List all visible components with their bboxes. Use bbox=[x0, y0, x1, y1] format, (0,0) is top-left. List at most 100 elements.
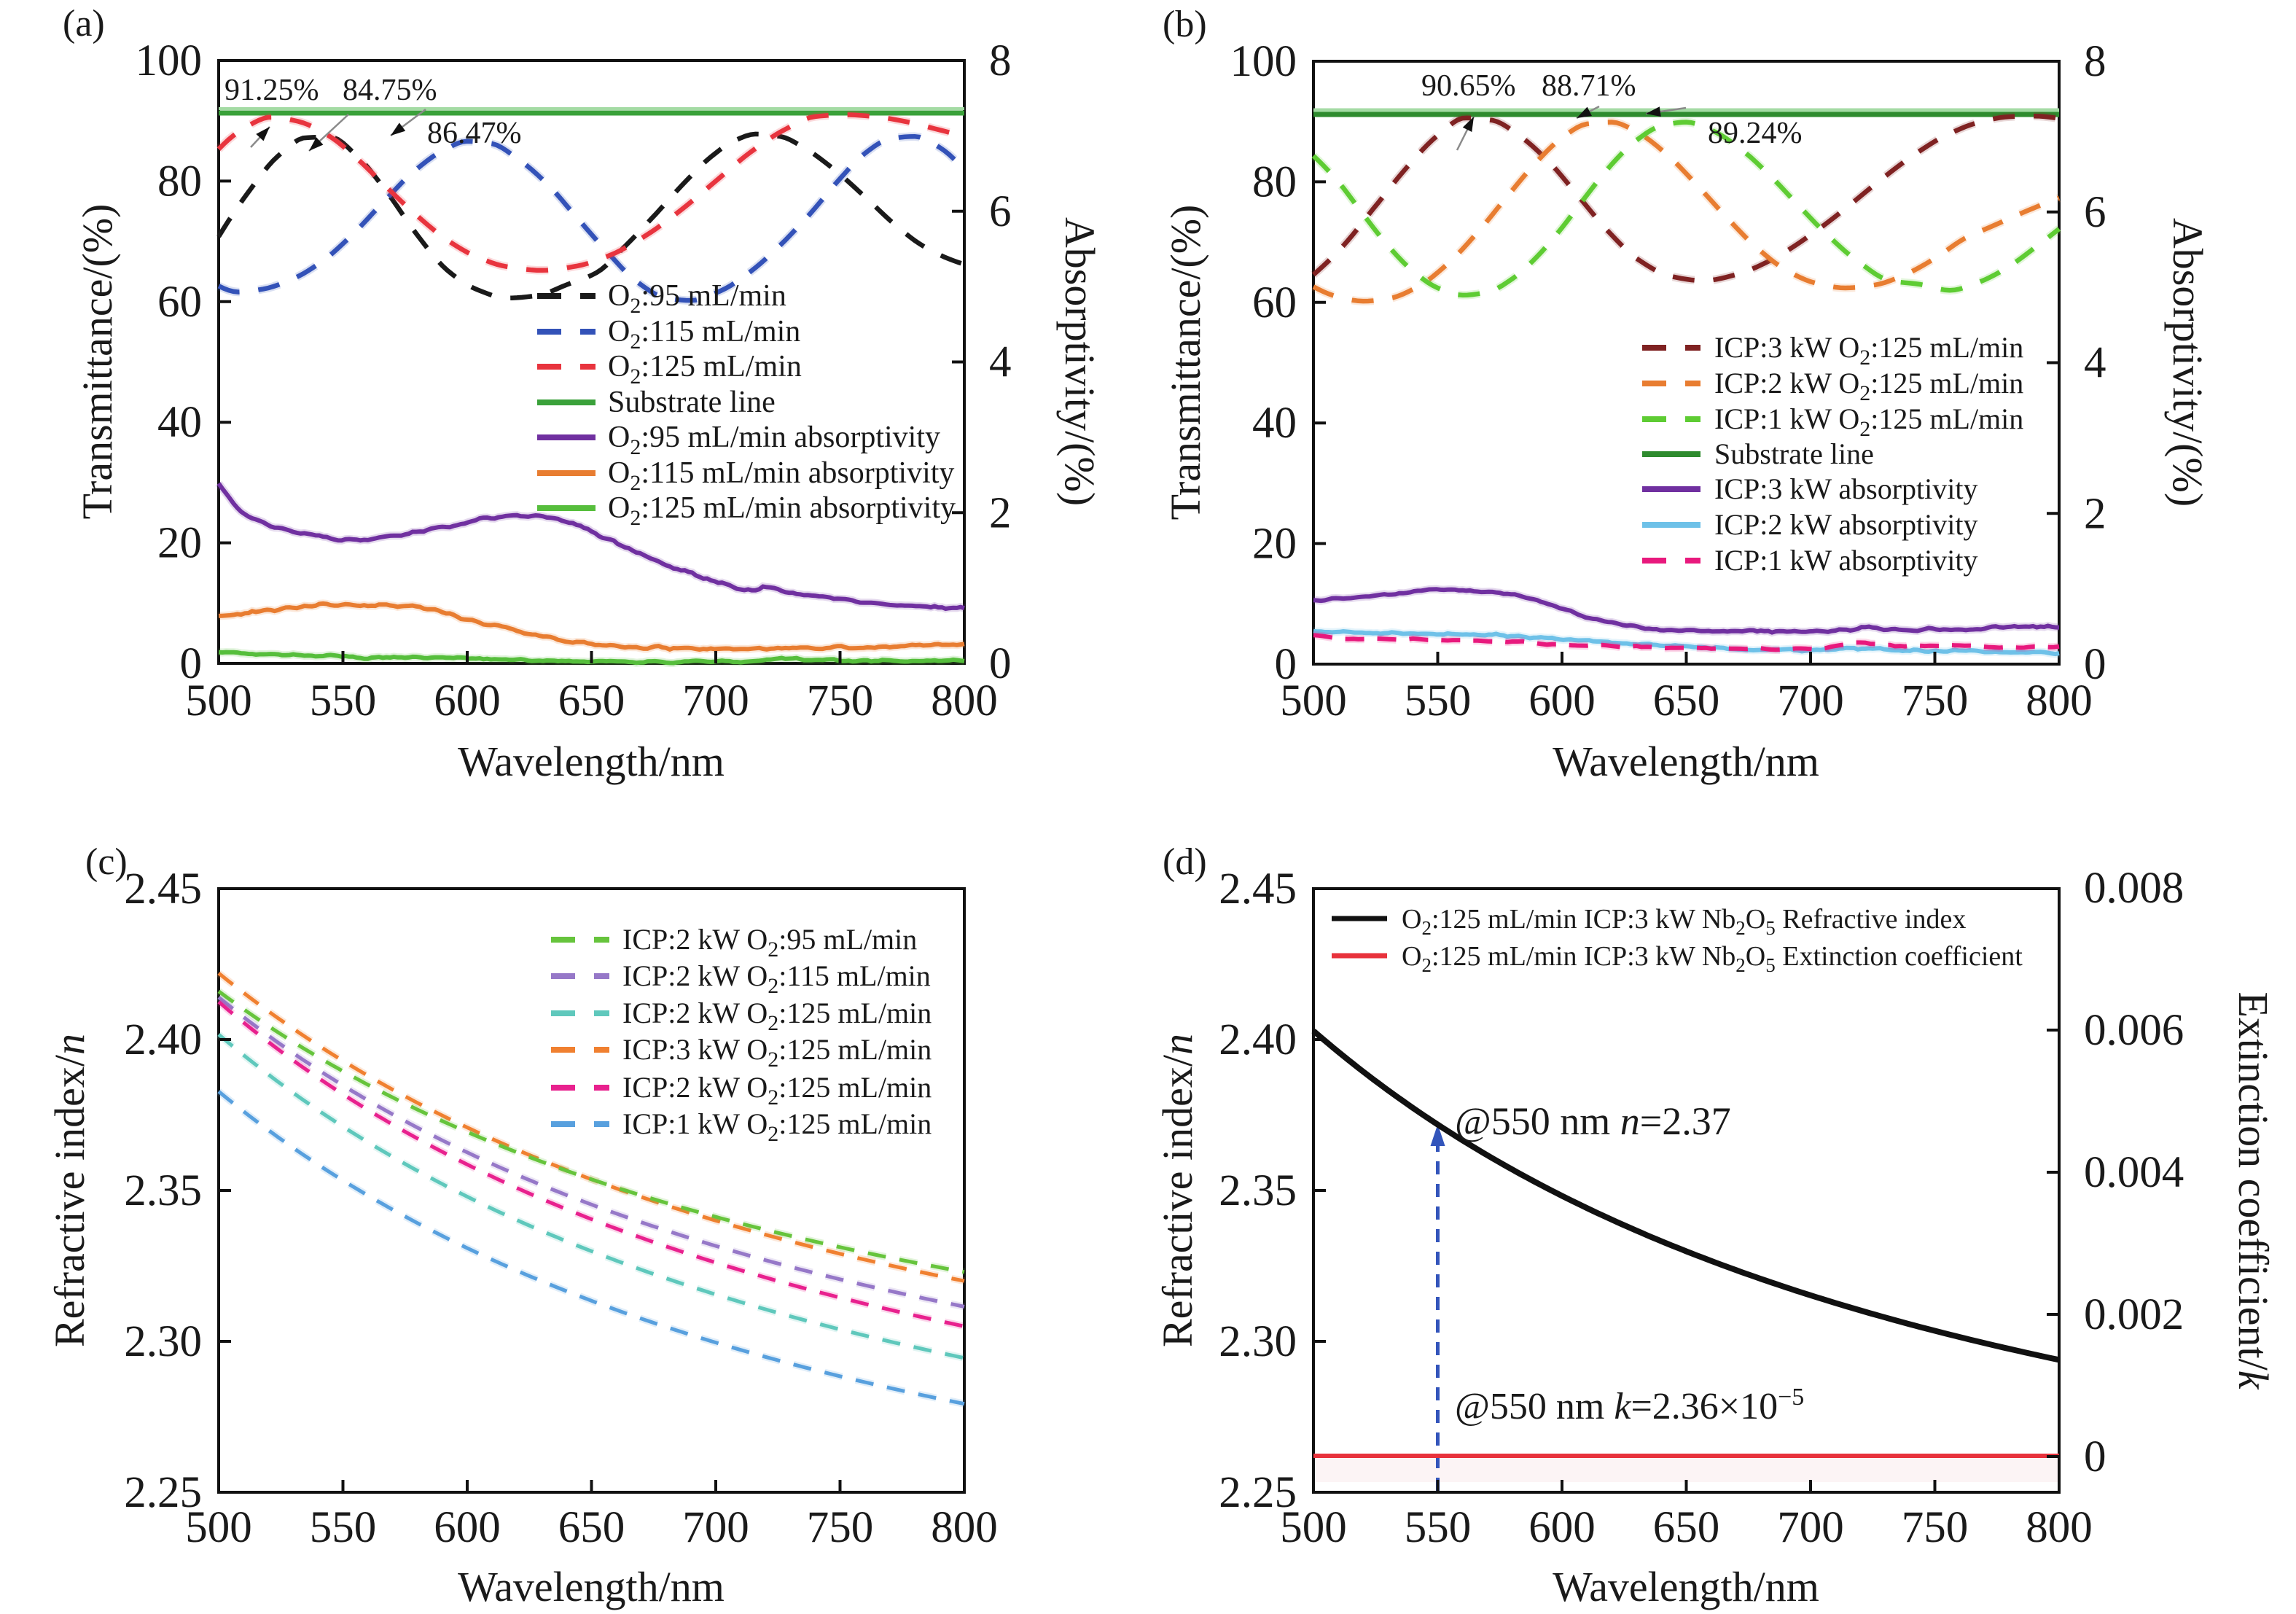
svg-text:550: 550 bbox=[310, 677, 377, 725]
svg-text:0: 0 bbox=[180, 639, 203, 688]
svg-text:(a): (a) bbox=[63, 3, 105, 44]
svg-text:750: 750 bbox=[807, 1503, 874, 1552]
svg-text:0.008: 0.008 bbox=[2084, 864, 2184, 913]
svg-text:700: 700 bbox=[1777, 1503, 1844, 1552]
svg-text:100: 100 bbox=[1230, 37, 1297, 86]
svg-text:Substrate line: Substrate line bbox=[1714, 437, 1874, 470]
svg-text:800: 800 bbox=[2026, 677, 2093, 725]
svg-text:650: 650 bbox=[1653, 1503, 1720, 1552]
svg-text:O2:125 mL/min absorptivity: O2:125 mL/min absorptivity bbox=[608, 491, 956, 530]
svg-text:650: 650 bbox=[558, 1503, 625, 1552]
svg-text:40: 40 bbox=[157, 398, 202, 447]
svg-text:8: 8 bbox=[989, 36, 1012, 85]
svg-text:84.75%: 84.75% bbox=[343, 74, 437, 107]
svg-text:2.30: 2.30 bbox=[1219, 1317, 1297, 1366]
svg-text:650: 650 bbox=[558, 677, 625, 725]
svg-text:Wavelength/nm: Wavelength/nm bbox=[458, 1563, 725, 1610]
svg-text:@550 nm n=2.37: @550 nm n=2.37 bbox=[1455, 1099, 1731, 1143]
svg-text:600: 600 bbox=[434, 677, 501, 725]
svg-text:88.71%: 88.71% bbox=[1542, 69, 1636, 103]
svg-text:650: 650 bbox=[1653, 677, 1720, 725]
svg-text:550: 550 bbox=[1405, 677, 1472, 725]
svg-text:750: 750 bbox=[807, 677, 874, 725]
svg-text:Extinction coefficient/k: Extinction coefficient/k bbox=[2230, 992, 2277, 1390]
svg-text:2: 2 bbox=[2084, 489, 2106, 538]
svg-text:550: 550 bbox=[310, 1503, 377, 1552]
svg-text:20: 20 bbox=[157, 519, 202, 568]
svg-text:Wavelength/nm: Wavelength/nm bbox=[1553, 1563, 1819, 1610]
svg-text:750: 750 bbox=[1902, 1503, 1969, 1552]
svg-text:Absorptivity/(%): Absorptivity/(%) bbox=[2164, 218, 2211, 507]
svg-text:O2:125 mL/min ICP:3 kW Nb2O5 R: O2:125 mL/min ICP:3 kW Nb2O5 Refractive … bbox=[1402, 904, 1966, 939]
svg-text:(d): (d) bbox=[1163, 841, 1207, 883]
svg-text:ICP:1 kW O2:125 mL/min: ICP:1 kW O2:125 mL/min bbox=[1714, 402, 2023, 441]
svg-text:550: 550 bbox=[1405, 1503, 1472, 1552]
svg-text:2.45: 2.45 bbox=[1219, 865, 1297, 913]
svg-text:0: 0 bbox=[2084, 640, 2106, 689]
svg-text:500: 500 bbox=[1280, 1503, 1347, 1552]
svg-text:2.40: 2.40 bbox=[124, 1015, 202, 1064]
svg-text:ICP:1 kW absorptivity: ICP:1 kW absorptivity bbox=[1714, 544, 1977, 577]
svg-text:Transmittance/(%): Transmittance/(%) bbox=[1162, 205, 1209, 521]
svg-text:700: 700 bbox=[1777, 677, 1844, 725]
svg-text:0.004: 0.004 bbox=[2084, 1148, 2184, 1197]
svg-text:0.006: 0.006 bbox=[2084, 1006, 2184, 1055]
svg-text:2.35: 2.35 bbox=[1219, 1166, 1297, 1215]
svg-text:600: 600 bbox=[434, 1503, 501, 1552]
svg-text:600: 600 bbox=[1528, 1503, 1596, 1552]
svg-text:500: 500 bbox=[185, 1503, 252, 1552]
svg-text:ICP:2 kW absorptivity: ICP:2 kW absorptivity bbox=[1714, 508, 1977, 541]
svg-text:Wavelength/nm: Wavelength/nm bbox=[1553, 738, 1819, 785]
svg-text:60: 60 bbox=[1252, 278, 1297, 327]
svg-text:2.40: 2.40 bbox=[1219, 1015, 1297, 1064]
svg-text:Refractive index/n: Refractive index/n bbox=[46, 1034, 93, 1347]
svg-text:ICP:2 kW O2:125 mL/min: ICP:2 kW O2:125 mL/min bbox=[622, 997, 932, 1035]
svg-text:80: 80 bbox=[1252, 157, 1297, 206]
svg-text:2: 2 bbox=[989, 488, 1012, 537]
svg-text:800: 800 bbox=[931, 677, 998, 725]
svg-text:O2:115 mL/min absorptivity: O2:115 mL/min absorptivity bbox=[608, 456, 954, 495]
svg-text:@550 nm k=2.36×10−5: @550 nm k=2.36×10−5 bbox=[1455, 1384, 1804, 1427]
svg-text:800: 800 bbox=[931, 1503, 998, 1552]
svg-text:ICP:1 kW O2:125 mL/min: ICP:1 kW O2:125 mL/min bbox=[622, 1107, 932, 1146]
svg-text:4: 4 bbox=[2084, 339, 2106, 388]
svg-text:0: 0 bbox=[1275, 640, 1297, 689]
svg-text:750: 750 bbox=[1902, 677, 1969, 725]
svg-text:6: 6 bbox=[2084, 188, 2106, 237]
svg-text:500: 500 bbox=[1280, 677, 1347, 725]
svg-text:2.45: 2.45 bbox=[124, 865, 202, 913]
svg-text:100: 100 bbox=[136, 36, 203, 85]
svg-text:O2:125 mL/min ICP:3 kW Nb2O5 E: O2:125 mL/min ICP:3 kW Nb2O5 Extinction … bbox=[1402, 941, 2023, 976]
svg-text:Wavelength/nm: Wavelength/nm bbox=[458, 738, 725, 785]
svg-text:800: 800 bbox=[2026, 1503, 2093, 1552]
svg-text:600: 600 bbox=[1528, 677, 1596, 725]
svg-text:4: 4 bbox=[989, 338, 1012, 387]
svg-text:Absorptivity/(%): Absorptivity/(%) bbox=[1056, 217, 1104, 506]
svg-text:Transmittance/(%): Transmittance/(%) bbox=[74, 204, 121, 520]
svg-text:Substrate line: Substrate line bbox=[608, 386, 776, 419]
svg-text:90.65%: 90.65% bbox=[1421, 69, 1516, 103]
svg-text:ICP:3 kW absorptivity: ICP:3 kW absorptivity bbox=[1714, 472, 1977, 505]
svg-text:700: 700 bbox=[682, 1503, 749, 1552]
svg-text:80: 80 bbox=[157, 157, 202, 206]
svg-text:ICP:2 kW O2:95 mL/min: ICP:2 kW O2:95 mL/min bbox=[622, 923, 917, 962]
svg-text:20: 20 bbox=[1252, 520, 1297, 569]
svg-text:(c): (c) bbox=[85, 841, 128, 883]
svg-text:2.25: 2.25 bbox=[1219, 1468, 1297, 1517]
svg-text:89.24%: 89.24% bbox=[1708, 117, 1803, 150]
svg-text:40: 40 bbox=[1252, 399, 1297, 448]
svg-text:6: 6 bbox=[989, 187, 1012, 236]
svg-text:0.002: 0.002 bbox=[2084, 1290, 2184, 1339]
svg-text:2.35: 2.35 bbox=[124, 1166, 202, 1215]
svg-text:60: 60 bbox=[157, 278, 202, 327]
svg-text:8: 8 bbox=[2084, 37, 2106, 86]
svg-text:86.47%: 86.47% bbox=[427, 117, 522, 150]
svg-text:2.30: 2.30 bbox=[124, 1317, 202, 1366]
svg-text:0: 0 bbox=[2084, 1432, 2106, 1481]
svg-text:91.25%: 91.25% bbox=[224, 74, 319, 107]
svg-text:700: 700 bbox=[682, 677, 749, 725]
svg-text:2.25: 2.25 bbox=[124, 1468, 202, 1517]
svg-text:0: 0 bbox=[989, 639, 1012, 688]
svg-text:O2:95 mL/min absorptivity: O2:95 mL/min absorptivity bbox=[608, 421, 940, 459]
svg-text:(b): (b) bbox=[1163, 4, 1207, 45]
